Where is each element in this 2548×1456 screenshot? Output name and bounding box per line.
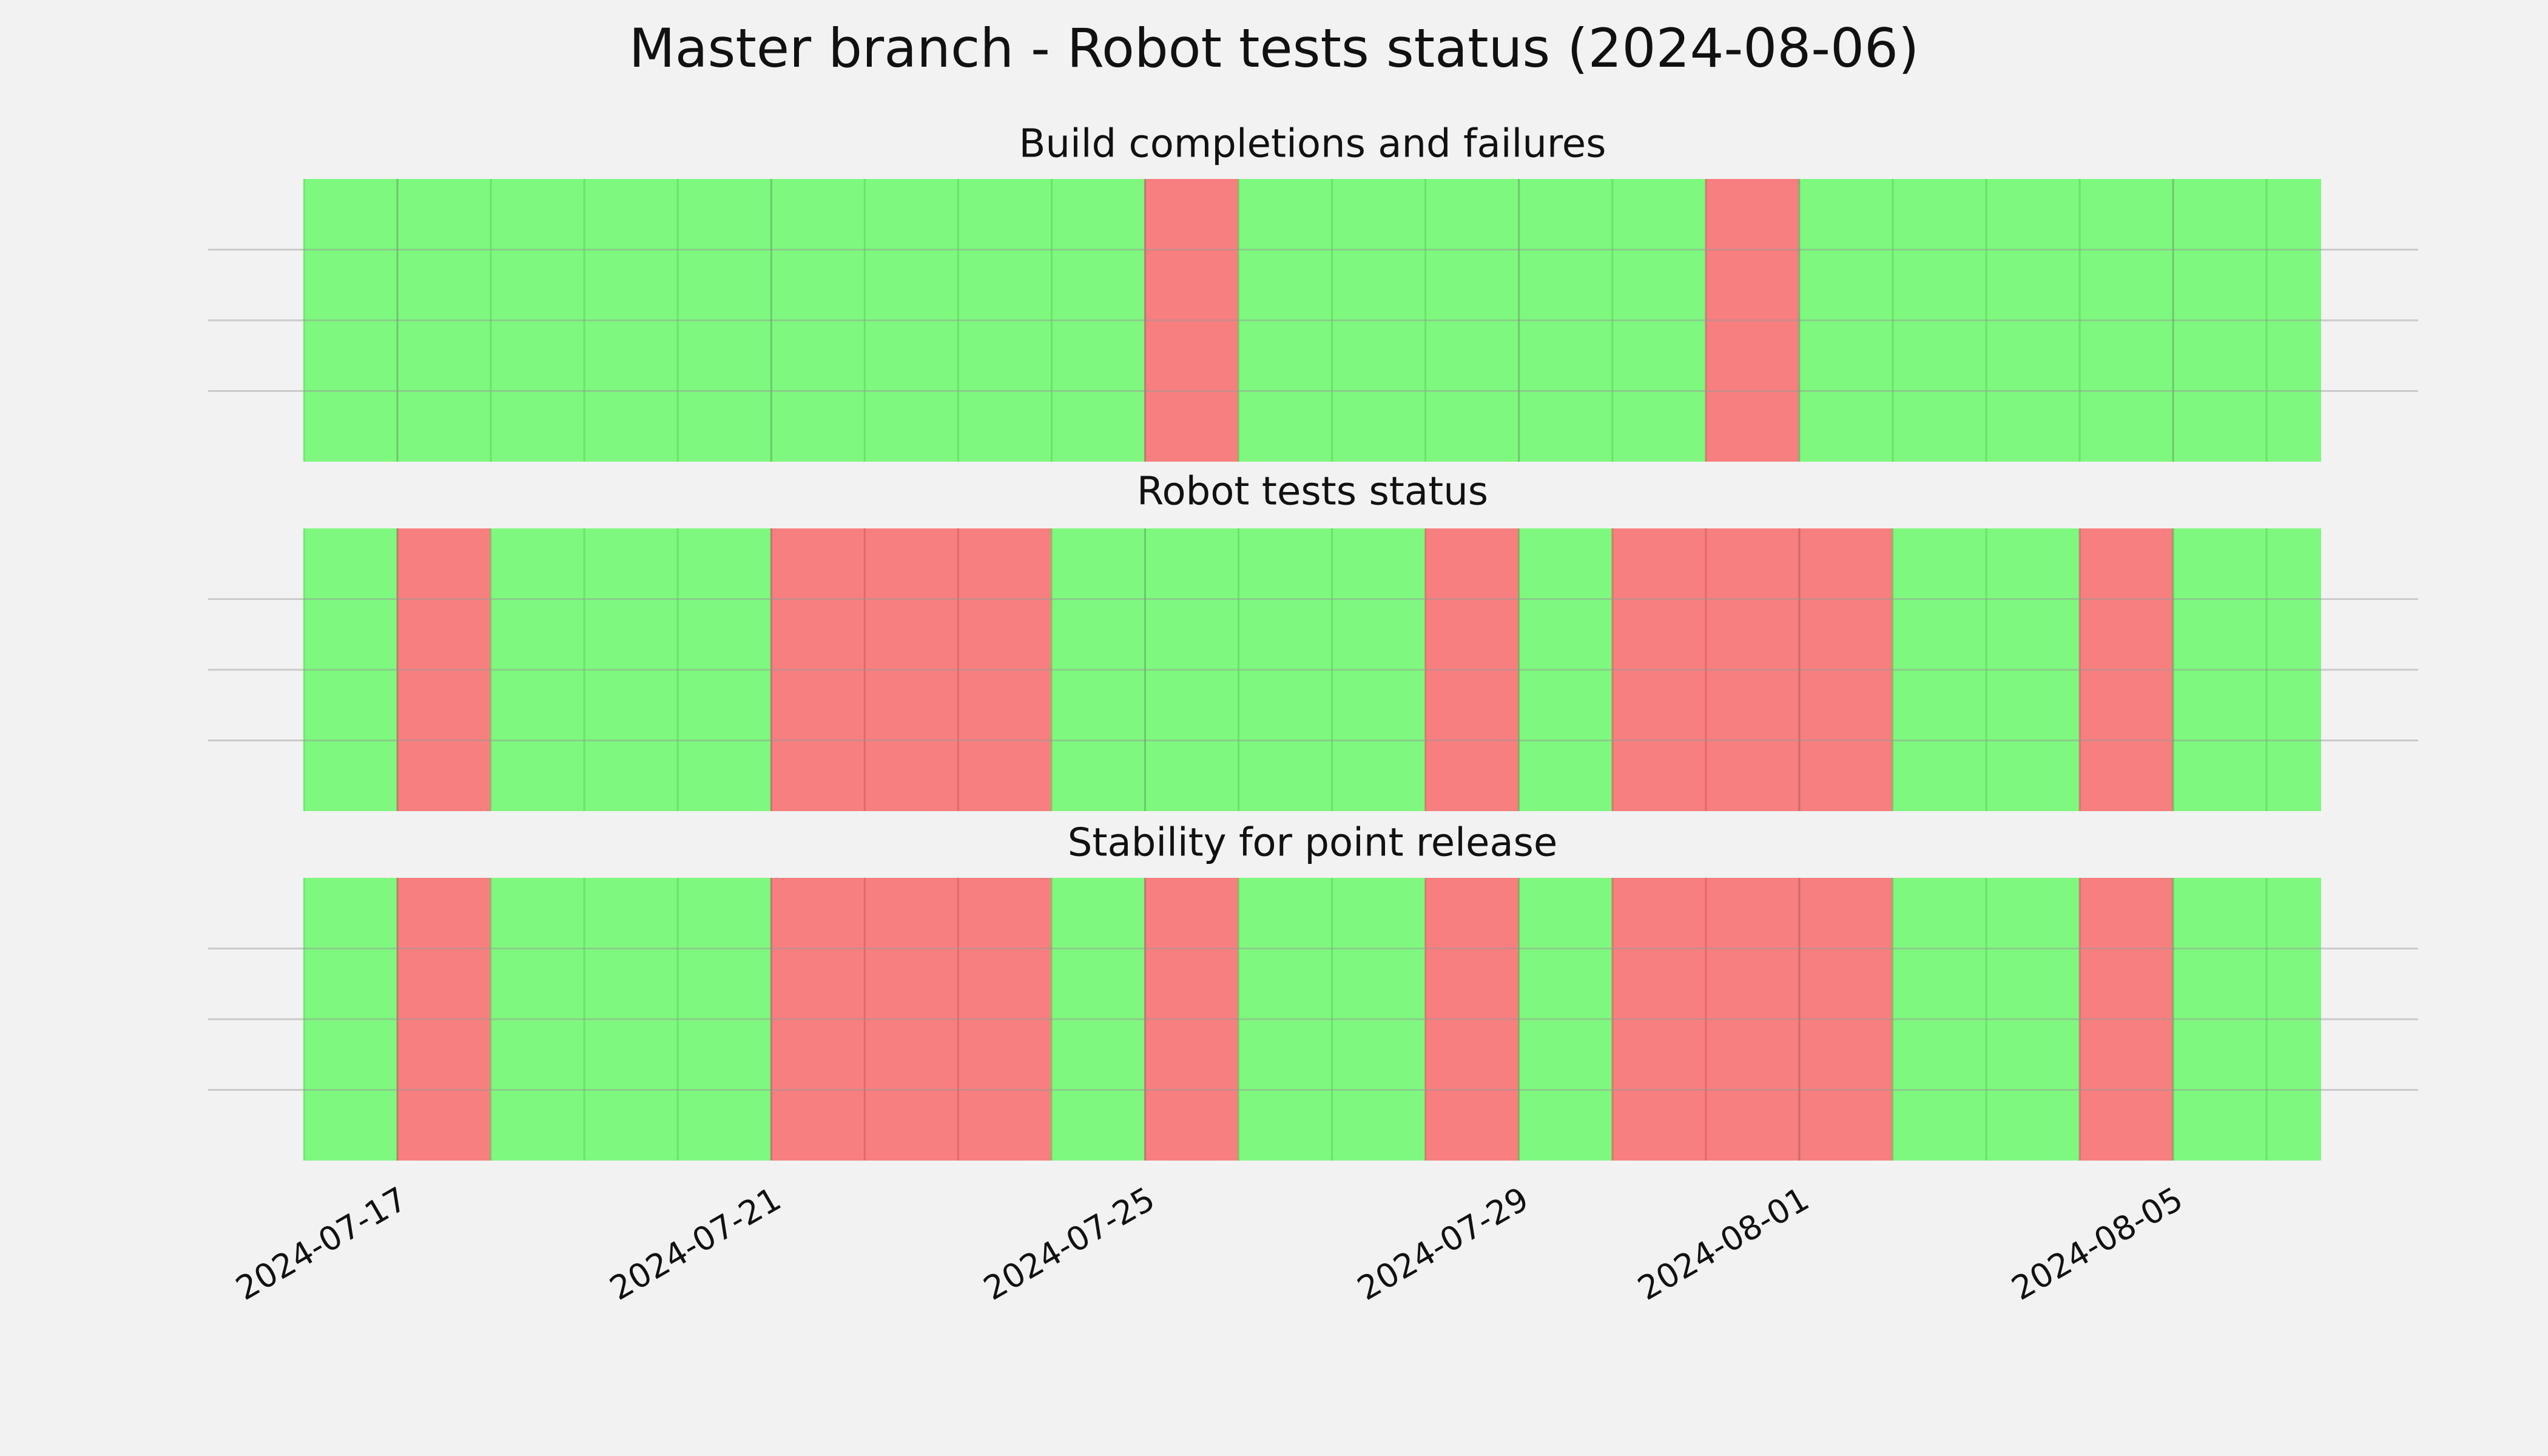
status-span [1332, 528, 1426, 811]
status-span [491, 878, 585, 1161]
status-span [771, 878, 865, 1161]
status-span [304, 878, 398, 1161]
panel-title: Build completions and failures [1019, 122, 1606, 167]
status-span [2080, 179, 2174, 462]
status-span [1892, 878, 1986, 1161]
status-span [304, 528, 398, 811]
status-span [1238, 878, 1332, 1161]
status-span [1051, 878, 1145, 1161]
status-span [491, 528, 585, 811]
status-span [397, 878, 491, 1161]
status-span [678, 528, 772, 811]
status-span [1799, 179, 1893, 462]
status-span [1612, 528, 1706, 811]
status-span [584, 528, 678, 811]
status-span [1238, 179, 1332, 462]
status-span [1425, 878, 1519, 1161]
status-span [1238, 528, 1332, 811]
status-span [491, 179, 585, 462]
status-span [1518, 528, 1613, 811]
status-span [1332, 878, 1426, 1161]
panel-title: Robot tests status [1137, 470, 1488, 514]
status-span [397, 179, 491, 462]
status-span [864, 528, 959, 811]
status-span [1705, 528, 1799, 811]
status-span [1145, 878, 1239, 1161]
status-span [771, 528, 865, 811]
status-span [1799, 528, 1893, 811]
status-span [1986, 528, 2080, 811]
status-span [958, 528, 1052, 811]
status-span [958, 878, 1052, 1161]
status-span [304, 179, 398, 462]
status-span [2173, 528, 2267, 811]
panel-title: Stability for point release [1068, 821, 1558, 866]
status-span [1799, 878, 1893, 1161]
status-span [397, 528, 491, 811]
status-span [2267, 179, 2321, 462]
status-span [1051, 528, 1145, 811]
status-span [1051, 179, 1145, 462]
status-span [2080, 528, 2174, 811]
status-span [678, 179, 772, 462]
status-span [1612, 179, 1706, 462]
chart-title: Master branch - Robot tests status (2024… [629, 17, 1919, 79]
status-span [1892, 179, 1986, 462]
status-span [1518, 179, 1613, 462]
status-span [958, 179, 1052, 462]
status-span [864, 179, 959, 462]
status-span [864, 878, 959, 1161]
status-span [1892, 528, 1986, 811]
status-span [2173, 179, 2267, 462]
status-span [1425, 179, 1519, 462]
status-span [1518, 878, 1613, 1161]
status-span [678, 878, 772, 1161]
status-span [584, 878, 678, 1161]
status-span [1145, 179, 1239, 462]
status-span [2267, 528, 2321, 811]
status-span [1705, 878, 1799, 1161]
status-span [1612, 878, 1706, 1161]
status-span [1145, 528, 1239, 811]
status-span [2080, 878, 2174, 1161]
status-span [1705, 179, 1799, 462]
status-span [1332, 179, 1426, 462]
status-span [771, 179, 865, 462]
status-span [1986, 878, 2080, 1161]
status-span [584, 179, 678, 462]
status-span [1986, 179, 2080, 462]
status-span [2173, 878, 2267, 1161]
status-span [1425, 528, 1519, 811]
status-span [2267, 878, 2321, 1161]
